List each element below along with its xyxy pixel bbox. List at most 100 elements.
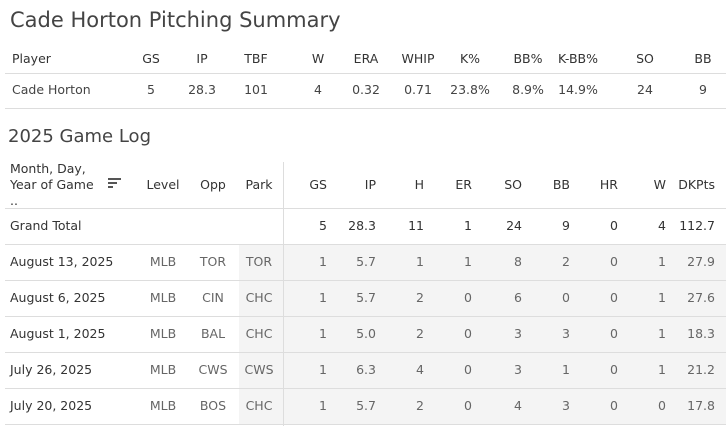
cell: TOR xyxy=(245,254,273,269)
divider xyxy=(5,316,726,317)
column-header: BB xyxy=(694,51,712,66)
cell: 1 xyxy=(319,326,327,341)
cell: 3 xyxy=(514,326,522,341)
cell: 17.8 xyxy=(687,398,715,413)
cell: 27.6 xyxy=(687,290,715,305)
cell: 1 xyxy=(319,398,327,413)
cell: CWS xyxy=(244,362,274,377)
cell: 0 xyxy=(464,398,472,413)
row-header: July 20, 2025 xyxy=(10,398,93,413)
column-header: IP xyxy=(196,51,208,66)
cell: 5.7 xyxy=(356,398,376,413)
cell: 4 xyxy=(416,362,424,377)
cell: 0 xyxy=(610,290,618,305)
cell: 0 xyxy=(610,254,618,269)
total-cell: 5 xyxy=(319,218,327,233)
park-shade xyxy=(239,244,283,280)
cell: MLB xyxy=(149,398,177,413)
column-header: HR xyxy=(599,177,618,192)
divider xyxy=(283,162,284,426)
total-cell: 28.3 xyxy=(348,218,376,233)
column-header: BB xyxy=(552,177,570,192)
cell: 101 xyxy=(244,82,268,97)
total-cell: 24 xyxy=(506,218,522,233)
column-header: W xyxy=(311,51,325,66)
cell: 0 xyxy=(562,290,570,305)
cell: 1 xyxy=(319,290,327,305)
cell: 14.9% xyxy=(558,82,598,97)
cell: CHC xyxy=(245,326,273,341)
cell: 4 xyxy=(514,398,522,413)
cell: 2 xyxy=(416,290,424,305)
cell: 9 xyxy=(699,82,707,97)
cell: 6 xyxy=(514,290,522,305)
row-header: August 13, 2025 xyxy=(10,254,114,269)
row-header: August 1, 2025 xyxy=(10,326,106,341)
cell: CHC xyxy=(245,290,273,305)
total-cell: 11 xyxy=(408,218,424,233)
cell: 5.7 xyxy=(356,254,376,269)
divider xyxy=(5,352,726,353)
cell: CIN xyxy=(202,290,224,305)
column-header: Park xyxy=(245,177,273,192)
cell: 24 xyxy=(637,82,653,97)
row-header: July 26, 2025 xyxy=(10,362,93,377)
column-header: Month, Day, Year of Game .. xyxy=(10,161,94,208)
row-shade xyxy=(283,244,726,280)
cell: MLB xyxy=(149,362,177,377)
cell: 8.9% xyxy=(512,82,544,97)
cell: 1 xyxy=(562,362,570,377)
total-cell: 112.7 xyxy=(679,218,715,233)
cell: 3 xyxy=(514,362,522,377)
total-cell: 9 xyxy=(562,218,570,233)
cell: MLB xyxy=(149,290,177,305)
game-log-title: 2025 Game Log xyxy=(8,126,151,147)
column-header: SO xyxy=(636,51,654,66)
cell: 0 xyxy=(610,326,618,341)
column-header: W xyxy=(653,177,666,192)
column-header: Opp xyxy=(200,177,226,192)
sort-icon[interactable] xyxy=(108,177,122,190)
divider xyxy=(5,388,726,389)
cell: 5.0 xyxy=(356,326,376,341)
column-header: Player xyxy=(12,51,51,66)
divider xyxy=(5,108,726,109)
cell: CWS xyxy=(198,362,228,377)
cell: 1 xyxy=(319,254,327,269)
cell: 0 xyxy=(610,362,618,377)
row-shade xyxy=(283,316,726,352)
park-shade xyxy=(239,388,283,424)
divider xyxy=(5,424,726,425)
cell: CHC xyxy=(245,398,273,413)
cell: 1 xyxy=(658,362,666,377)
cell: 2 xyxy=(562,254,570,269)
cell: 6.3 xyxy=(356,362,376,377)
cell: MLB xyxy=(149,326,177,341)
cell: 0 xyxy=(658,398,666,413)
cell: 27.9 xyxy=(687,254,715,269)
column-header: ERA xyxy=(353,51,379,66)
divider xyxy=(5,244,726,245)
cell: 5.7 xyxy=(356,290,376,305)
total-cell: 0 xyxy=(610,218,618,233)
column-header: DKPts xyxy=(678,177,715,192)
column-header: GS xyxy=(142,51,160,66)
park-shade xyxy=(239,352,283,388)
cell: 18.3 xyxy=(687,326,715,341)
park-shade xyxy=(239,280,283,316)
cell: 0.71 xyxy=(404,82,432,97)
total-cell: 1 xyxy=(464,218,472,233)
column-header: TBF xyxy=(244,51,268,66)
row-shade xyxy=(283,280,726,316)
cell: 23.8% xyxy=(450,82,490,97)
cell: 0 xyxy=(610,398,618,413)
column-header: Level xyxy=(146,177,180,192)
column-header: GS xyxy=(309,177,327,192)
cell: 2 xyxy=(416,326,424,341)
column-header: H xyxy=(414,177,424,192)
cell: 28.3 xyxy=(188,82,216,97)
cell: 0.32 xyxy=(352,82,380,97)
column-header: ER xyxy=(455,177,472,192)
column-header: WHIP xyxy=(401,51,435,66)
